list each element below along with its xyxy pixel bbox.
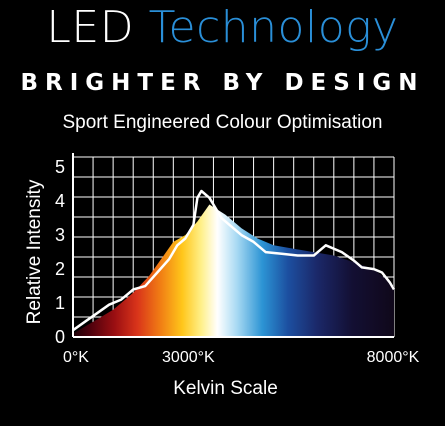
y-tick-label: 4 — [55, 191, 65, 211]
headline-word-led: LED — [46, 2, 135, 53]
x-tick-label: 0°K — [63, 349, 89, 366]
spectrum-chart: 0 1 2 3 4 5 0°K 3000°K 8000°K Relative Intensit… — [24, 153, 420, 399]
y-tick-label: 1 — [55, 293, 65, 313]
subtitle: Sport Engineered Colour Optimisation — [62, 112, 383, 133]
tagline: BRIGHTER BY DESIGN — [20, 70, 425, 96]
x-axis-label: Kelvin Scale — [173, 378, 278, 399]
y-tick-label: 3 — [55, 225, 65, 245]
x-tick-labels: 0°K 3000°K 8000°K — [63, 349, 420, 366]
y-tick-label: 0 — [55, 327, 65, 347]
headline-word-technology: Technology — [148, 2, 399, 53]
x-tick-label: 3000°K — [162, 349, 215, 366]
y-tick-label: 5 — [55, 157, 65, 177]
intensity-line — [72, 189, 396, 332]
y-axis-label: Relative Intensity — [24, 179, 45, 324]
spectrum-area — [73, 204, 394, 337]
x-tick-label: 8000°K — [367, 349, 420, 366]
y-tick-labels: 0 1 2 3 4 5 — [55, 157, 65, 347]
chart-axes — [72, 153, 394, 338]
headline: LED Technology — [0, 2, 445, 53]
y-tick-label: 2 — [55, 259, 65, 279]
